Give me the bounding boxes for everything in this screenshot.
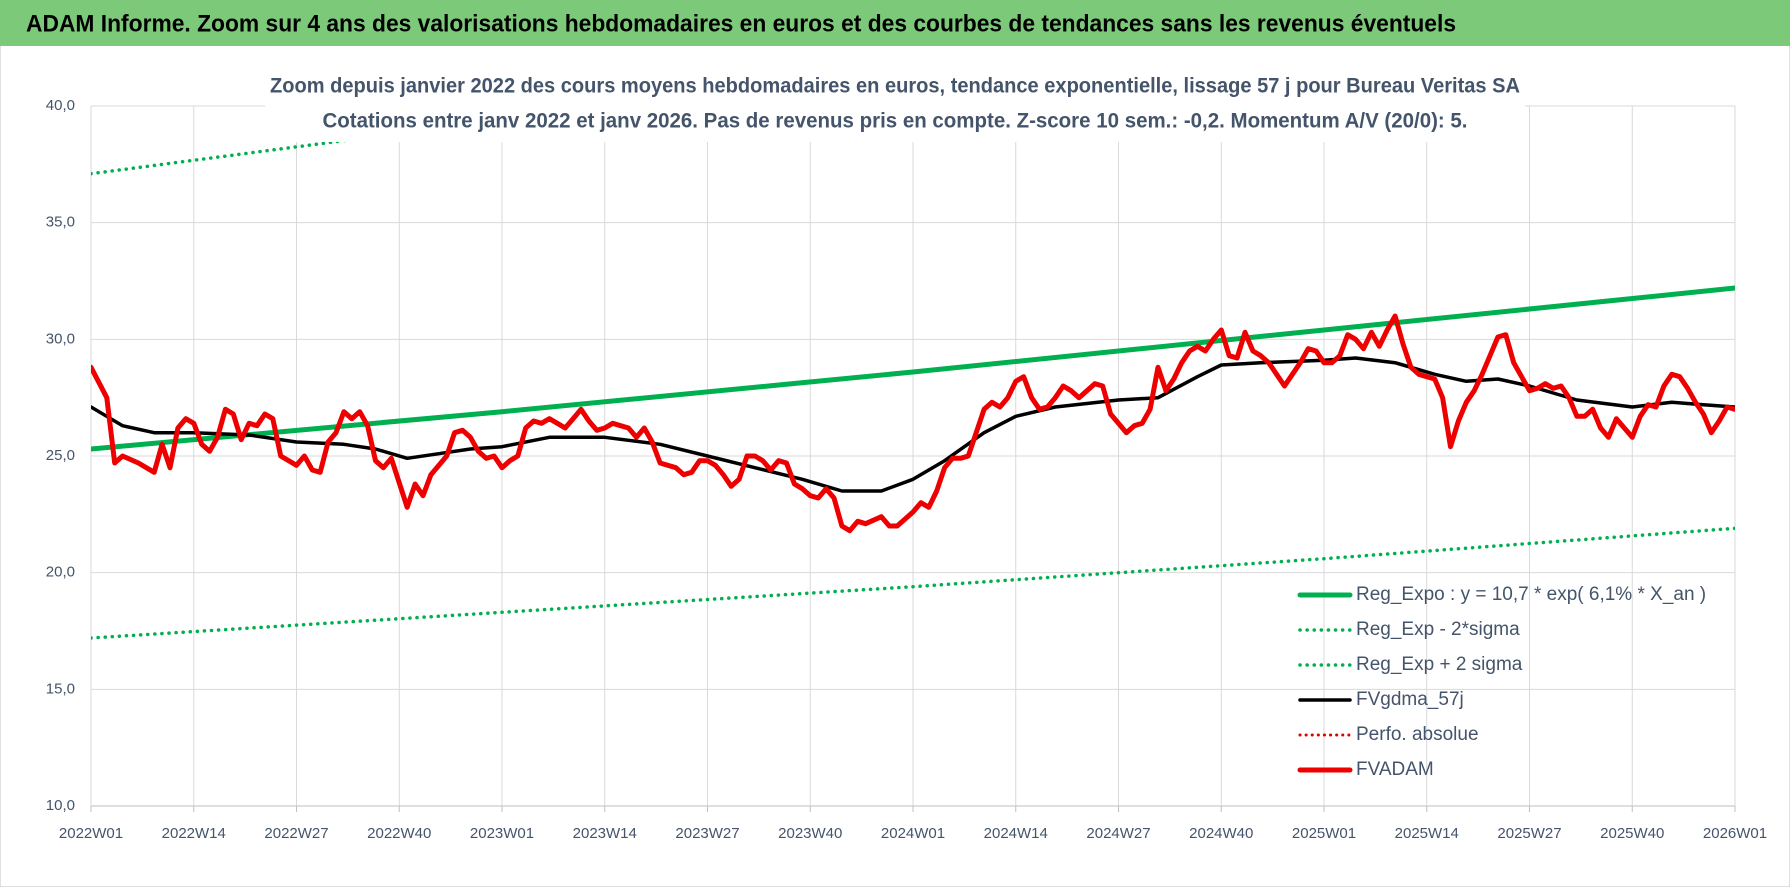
x-tick-label: 2024W14 xyxy=(984,825,1048,842)
y-tick-label: 25,0 xyxy=(46,447,75,464)
x-tick-label: 2024W40 xyxy=(1189,825,1253,842)
series-line xyxy=(91,526,1735,640)
legend-label: Perfo. absolue xyxy=(1356,724,1479,745)
x-tick-label: 2023W27 xyxy=(675,825,739,842)
y-tick-label: 15,0 xyxy=(46,680,75,697)
legend-label: Reg_Expo : y = 10,7 * exp( 6,1% * X_an ) xyxy=(1356,584,1706,605)
header-band xyxy=(0,0,1790,46)
chart-title: Zoom depuis janvier 2022 des cours moyen… xyxy=(270,75,1520,98)
x-tick-label: 2023W40 xyxy=(778,825,842,842)
x-tick-label: 2022W14 xyxy=(162,825,226,842)
x-tick-label: 2022W01 xyxy=(59,825,123,842)
x-tick-label: 2022W40 xyxy=(367,825,431,842)
x-tick-label: 2025W01 xyxy=(1292,825,1356,842)
header-title: ADAM Informe. Zoom sur 4 ans des valoris… xyxy=(26,10,1456,37)
x-tick-label: 2024W27 xyxy=(1086,825,1150,842)
x-tick-label: 2022W27 xyxy=(264,825,328,842)
legend-label: FVgdma_57j xyxy=(1356,689,1464,710)
x-tick-label: 2026W01 xyxy=(1703,825,1767,842)
y-tick-label: 20,0 xyxy=(46,564,75,581)
legend-label: Reg_Exp - 2*sigma xyxy=(1356,619,1520,640)
legend-label: FVADAM xyxy=(1356,759,1434,780)
y-tick-label: 35,0 xyxy=(46,214,75,231)
title-box xyxy=(265,68,1525,142)
x-tick-label: 2025W14 xyxy=(1395,825,1459,842)
x-tick-label: 2025W40 xyxy=(1600,825,1664,842)
y-tick-label: 30,0 xyxy=(46,330,75,347)
x-tick-label: 2025W27 xyxy=(1497,825,1561,842)
x-tick-label: 2023W01 xyxy=(470,825,534,842)
x-tick-label: 2024W01 xyxy=(881,825,945,842)
y-tick-label: 10,0 xyxy=(46,797,75,814)
chart-subtitle: Cotations entre janv 2022 et janv 2026. … xyxy=(323,110,1468,133)
x-tick-label: 2023W14 xyxy=(573,825,637,842)
series-line xyxy=(91,313,1735,534)
y-tick-label: 40,0 xyxy=(46,97,75,114)
legend-label: Reg_Exp + 2 sigma xyxy=(1356,654,1523,675)
